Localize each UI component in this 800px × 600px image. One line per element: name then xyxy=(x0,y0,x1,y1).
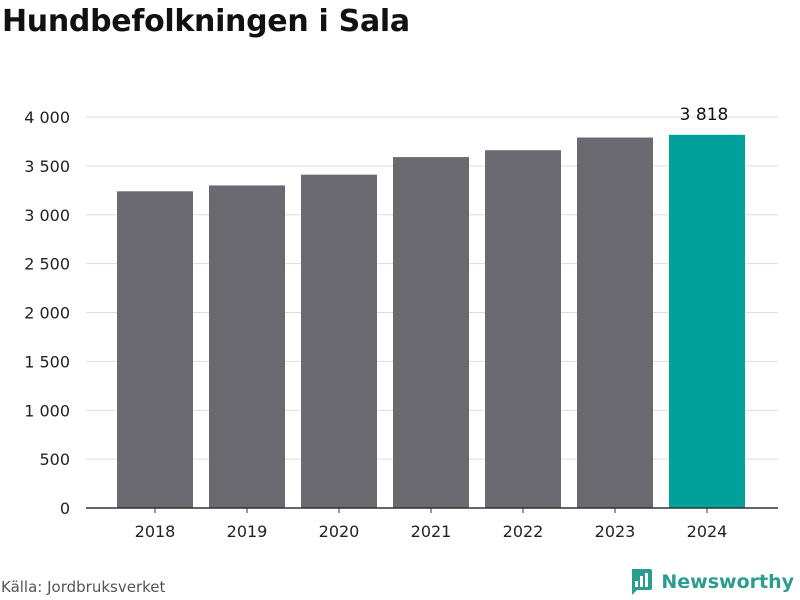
brand-name: Newsworthy xyxy=(661,571,794,593)
chart-title: Hundbefolkningen i Sala xyxy=(2,4,410,39)
bar-2019 xyxy=(209,185,285,509)
x-tick-label: 2018 xyxy=(135,522,176,541)
y-tick-label: 1 500 xyxy=(24,352,70,371)
data-label-2024: 3 818 xyxy=(680,105,729,125)
x-tick-label: 2024 xyxy=(687,522,728,541)
y-tick-label: 1 000 xyxy=(24,401,70,420)
data-labels: 3 818 xyxy=(680,105,729,125)
x-axis-ticks: 2018 2019 2020 2021 2022 2023 2024 xyxy=(86,507,778,541)
bar-2022 xyxy=(485,150,561,509)
bar-2023 xyxy=(577,137,653,508)
y-tick-label: 0 xyxy=(60,499,70,518)
y-tick-label: 2 000 xyxy=(24,304,70,323)
source-note: Källa: Jordbruksverket xyxy=(1,578,166,596)
bars xyxy=(117,134,745,509)
y-tick-label: 500 xyxy=(39,450,70,469)
y-axis-ticks: 0 500 1 000 1 500 2 000 2 500 3 000 3 500 4 000 xyxy=(24,108,70,518)
x-tick-label: 2020 xyxy=(319,522,360,541)
bar-2020 xyxy=(301,174,377,509)
x-tick-label: 2021 xyxy=(411,522,452,541)
x-tick-label: 2022 xyxy=(503,522,544,541)
bar-chart-logo-icon xyxy=(632,569,653,595)
y-tick-label: 3 000 xyxy=(24,206,70,225)
bar-2021 xyxy=(393,157,469,508)
y-tick-label: 4 000 xyxy=(24,108,70,127)
bar-2018 xyxy=(117,191,193,509)
x-tick-label: 2023 xyxy=(595,522,636,541)
y-tick-label: 2 500 xyxy=(24,255,70,274)
bar-2024 xyxy=(669,134,745,508)
x-tick-label: 2019 xyxy=(227,522,268,541)
brand-logo[interactable]: Newsworthy xyxy=(629,568,794,596)
y-tick-label: 3 500 xyxy=(24,157,70,176)
